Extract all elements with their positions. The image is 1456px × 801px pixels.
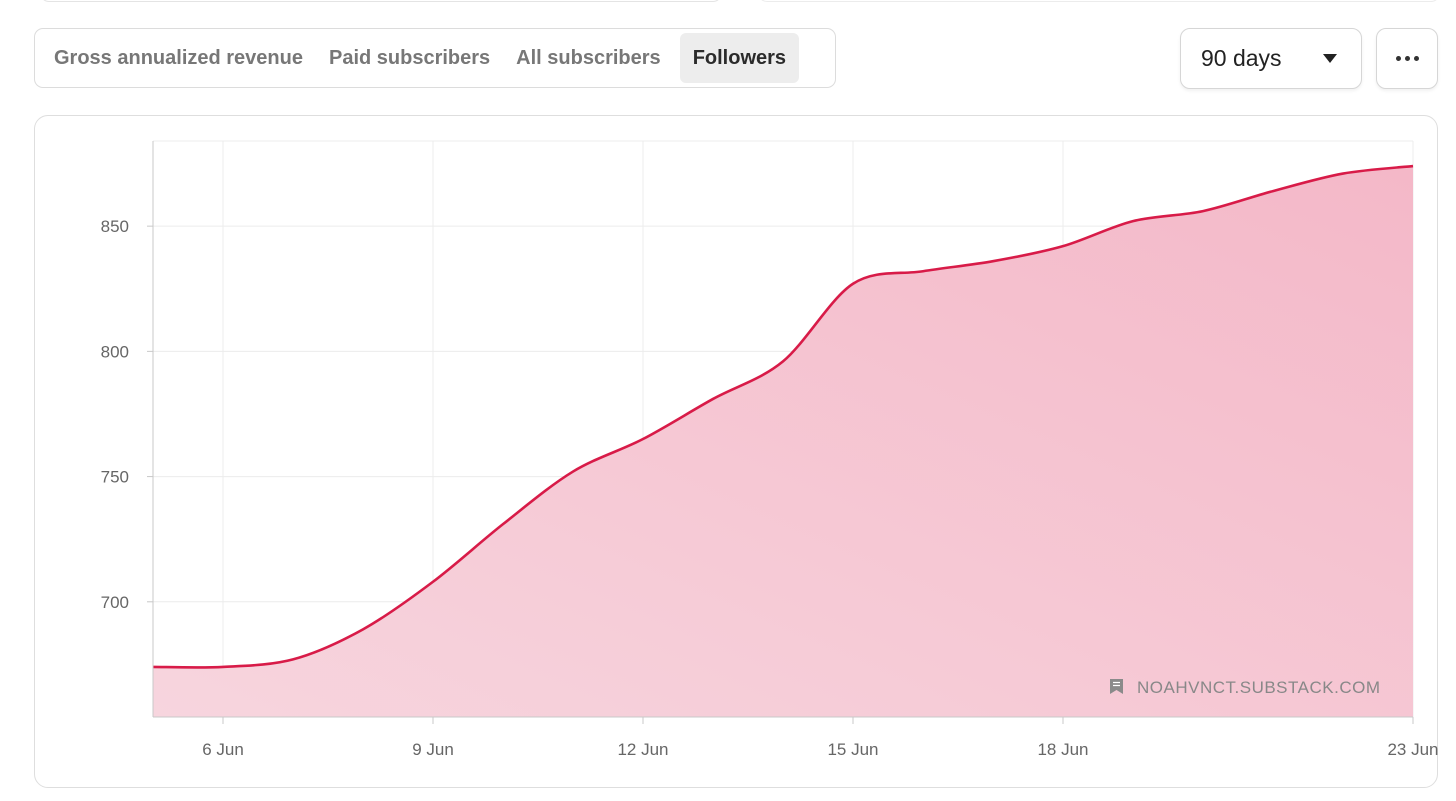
y-tick-label: 700	[101, 593, 129, 612]
watermark-text: NOAHVNCT.SUBSTACK.COM	[1137, 678, 1381, 697]
x-tick-label: 15 Jun	[827, 740, 878, 759]
x-tick-label: 12 Jun	[617, 740, 668, 759]
x-tick-label: 23 Jun	[1387, 740, 1438, 759]
top-card-edge-right	[758, 0, 1440, 2]
tab-all-subscribers[interactable]: All subscribers	[516, 46, 661, 69]
chart-card: 700 750 800 850 6 Jun 9 Jun 12 Jun 15 Jun 18 Jun…	[34, 115, 1439, 788]
triangle-down-icon	[1323, 54, 1337, 63]
date-range-select[interactable]: 90 days	[1180, 28, 1362, 89]
y-tick-label: 850	[101, 217, 129, 236]
y-tick-label: 750	[101, 468, 129, 487]
top-card-edge	[40, 0, 722, 2]
x-tick-label: 6 Jun	[202, 740, 244, 759]
followers-chart: 700 750 800 850 6 Jun 9 Jun 12 Jun 15 Jun 18 Jun…	[101, 140, 1439, 759]
tab-gross-annualized-revenue[interactable]: Gross annualized revenue	[54, 46, 303, 69]
followers-area	[153, 166, 1413, 718]
more-options-button[interactable]	[1376, 28, 1438, 89]
tab-followers[interactable]: Followers	[679, 33, 800, 83]
x-tick-label: 18 Jun	[1037, 740, 1088, 759]
tab-paid-subscribers[interactable]: Paid subscribers	[328, 46, 491, 69]
followers-line	[152, 164, 1414, 669]
ellipsis-icon	[1395, 56, 1401, 61]
watermark: NOAHVNCT.SUBSTACK.COM	[1110, 678, 1381, 697]
date-range-value: 90 days	[1201, 45, 1282, 71]
x-tick-label: 9 Jun	[412, 740, 454, 759]
y-tick-label: 800	[101, 342, 129, 361]
metric-tabs: Gross annualized revenue Paid subscriber…	[34, 28, 836, 88]
